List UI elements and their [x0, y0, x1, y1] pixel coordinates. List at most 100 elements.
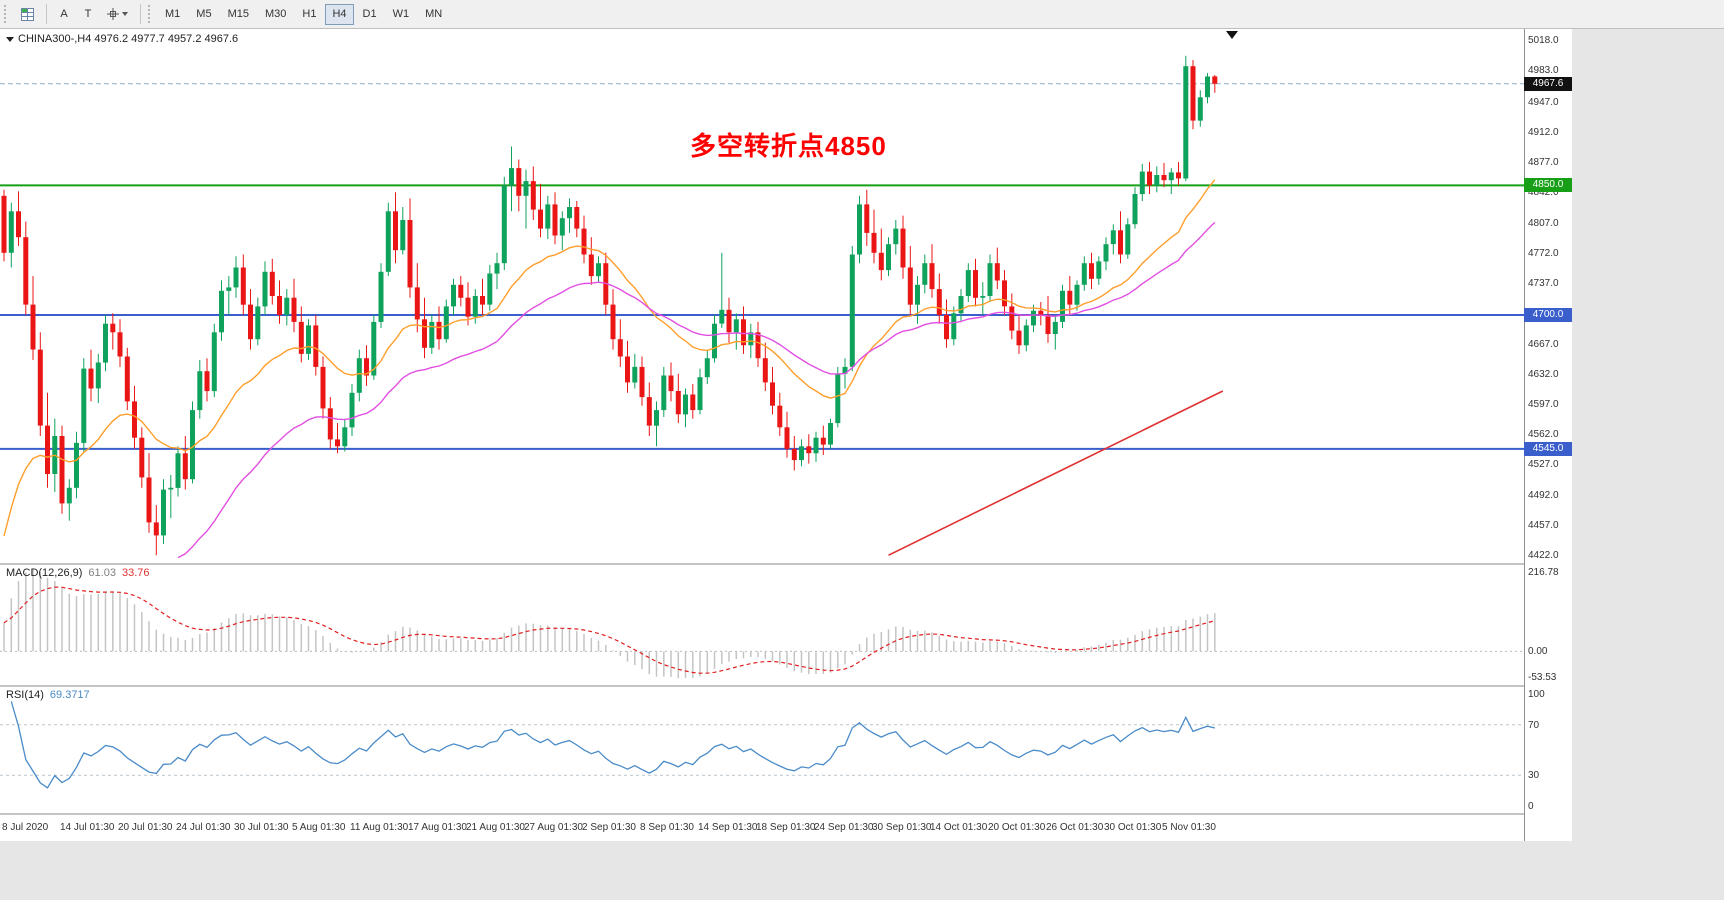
timeframe-m1-button[interactable]: M1 [158, 4, 187, 25]
shapes-tool-button[interactable] [100, 4, 135, 25]
candle [719, 252, 725, 328]
candle [451, 278, 456, 315]
price-badge-4700.0: 4700.0 [1524, 308, 1572, 322]
candle [74, 431, 79, 499]
pointer-tool-button[interactable]: A [52, 4, 76, 25]
candle [545, 195, 551, 239]
candle [610, 289, 616, 350]
time-axis-label: 30 Oct 01:30 [1104, 822, 1162, 833]
time-axis-label: 30 Jul 01:30 [234, 822, 289, 833]
chart-shift-marker-icon[interactable] [1226, 31, 1238, 39]
toolbar-grip[interactable] [4, 5, 10, 23]
candle [349, 384, 355, 436]
chart-annotation[interactable]: 多空转折点4850 [690, 131, 887, 161]
price-scale[interactable]: 5018.0 4983.0 4947.0 4912.0 4877.0 4842.0 4807… [1524, 29, 1572, 841]
axis-label: 4527.0 [1528, 459, 1559, 471]
candle [777, 392, 783, 436]
timeframe-mn-button[interactable]: MN [418, 4, 449, 25]
candle [103, 315, 108, 372]
axis-label: 100 [1528, 689, 1545, 700]
timeframe-m5-button[interactable]: M5 [189, 4, 218, 25]
timeframe-h4-button[interactable]: H4 [325, 3, 354, 25]
candle [799, 439, 804, 467]
candle [255, 297, 261, 346]
chart-grid-button[interactable] [14, 4, 41, 25]
candle [1045, 296, 1051, 343]
candle [1168, 168, 1174, 194]
toolbar-separator [46, 4, 47, 24]
candle [487, 264, 493, 311]
price-chart[interactable] [0, 29, 1524, 563]
time-axis-label: 14 Sep 01:30 [698, 822, 758, 833]
trendline[interactable] [888, 390, 1224, 556]
candle [480, 278, 485, 315]
candle [501, 176, 507, 271]
ma-fast-orange[interactable] [3, 179, 1216, 537]
horizontal-lines[interactable] [0, 83, 1524, 450]
time-axis[interactable]: 8 Jul 2020 14 Jul 01:30 20 Jul 01:30 24 Jul… [0, 815, 1572, 841]
candle [1118, 211, 1123, 264]
macd-histogram [3, 569, 1216, 679]
candle [146, 453, 152, 533]
candle [378, 263, 384, 328]
candle [291, 278, 297, 333]
panel-separator[interactable] [0, 813, 1572, 815]
timeframe-d1-button[interactable]: D1 [356, 4, 384, 25]
candle [632, 353, 638, 389]
axis-label: 5018.0 [1528, 35, 1559, 47]
candle [922, 254, 928, 294]
axis-label: 4422.0 [1528, 550, 1559, 562]
candle [45, 392, 50, 488]
candle [726, 297, 732, 343]
candle [770, 366, 775, 415]
candle [1139, 163, 1145, 201]
axis-label: 4842.0 [1528, 187, 1559, 199]
axis-label: 0.00 [1528, 646, 1548, 658]
time-axis-label: 5 Aug 01:30 [292, 822, 346, 833]
workspace-background [0, 841, 1572, 900]
candle [668, 362, 674, 402]
candles-layer[interactable] [1, 55, 1218, 556]
candle [1190, 60, 1196, 130]
time-axis-label: 20 Jul 01:30 [118, 822, 173, 833]
candle [1052, 315, 1058, 350]
axis-label: 4597.0 [1528, 399, 1559, 410]
macd-panel[interactable] [0, 565, 1524, 685]
candle [356, 349, 362, 402]
toolbar-grip[interactable] [148, 5, 154, 23]
candle [1031, 304, 1036, 333]
timeframe-w1-button[interactable]: W1 [386, 4, 417, 25]
candle [1081, 256, 1087, 291]
timeframe-m30-button[interactable]: M30 [258, 4, 293, 25]
timeframe-m15-button[interactable]: M15 [221, 4, 256, 25]
time-axis-label: 14 Oct 01:30 [930, 822, 988, 833]
text-tool-button[interactable]: T [76, 4, 100, 25]
candle [182, 436, 188, 490]
axis-label: -53.53 [1528, 672, 1557, 683]
axis-label: 4562.0 [1528, 429, 1559, 441]
ma-slow-magenta[interactable] [177, 221, 1216, 559]
macd-signal-line [3, 586, 1215, 674]
candle [559, 211, 565, 251]
candle [878, 228, 884, 281]
candle [204, 358, 210, 402]
candle [980, 282, 986, 315]
candle [654, 401, 659, 447]
candle [269, 258, 275, 305]
candle [335, 423, 340, 454]
candle [987, 254, 993, 302]
candle [784, 411, 790, 458]
panel-separator[interactable] [0, 563, 1572, 565]
time-axis-label: 5 Nov 01:30 [1162, 822, 1216, 833]
rsi-panel[interactable] [0, 687, 1524, 813]
candle [813, 431, 819, 462]
pointer-tool-label: A [60, 8, 68, 20]
chart-menu-icon[interactable] [6, 36, 14, 42]
panel-separator[interactable] [0, 685, 1572, 687]
candle [132, 385, 137, 449]
timeframe-h1-button[interactable]: H1 [295, 4, 323, 25]
time-axis-label: 24 Jul 01:30 [176, 822, 231, 833]
candle [581, 215, 587, 264]
candle [1038, 302, 1044, 326]
macd-signal-value: 33.76 [121, 567, 150, 579]
